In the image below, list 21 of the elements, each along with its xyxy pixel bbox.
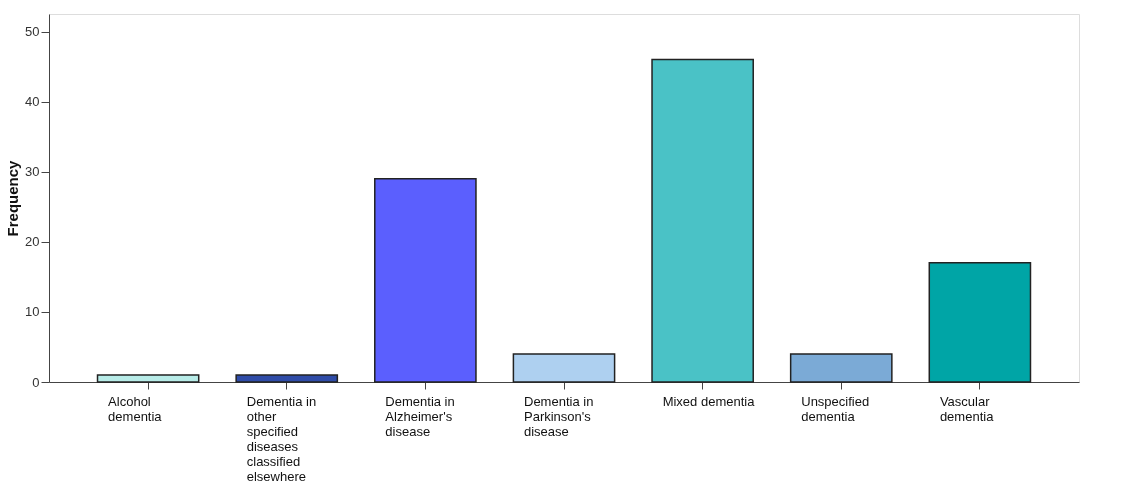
x-tick-label: Mixed dementia — [662, 393, 756, 409]
y-tick-label: 30 — [25, 164, 40, 180]
x-tick-label: Dementia in Parkinson's disease — [524, 393, 594, 439]
bar — [235, 374, 339, 383]
bar — [374, 177, 477, 383]
bar — [928, 262, 1032, 383]
x-tick-label: Dementia in Alzheimer's disease — [385, 393, 455, 439]
y-tick-label: 0 — [32, 374, 40, 390]
y-axis-title: Frequency — [4, 159, 22, 237]
y-tick-label: 50 — [25, 24, 40, 40]
y-tick-label: 40 — [25, 94, 40, 110]
y-tick-label: 10 — [25, 304, 40, 320]
bar — [651, 58, 754, 383]
x-tick-label: Unspecified dementia — [801, 393, 870, 424]
y-tick-label: 20 — [25, 234, 40, 250]
x-tick-label: Dementia in other specified diseases classified elsewhere — [246, 393, 317, 484]
x-tick-label: Vascular dementia — [939, 393, 995, 424]
bar — [512, 353, 616, 383]
x-tick-label: Alcohol dementia — [108, 393, 163, 424]
bar — [789, 353, 893, 383]
bar — [96, 374, 200, 383]
